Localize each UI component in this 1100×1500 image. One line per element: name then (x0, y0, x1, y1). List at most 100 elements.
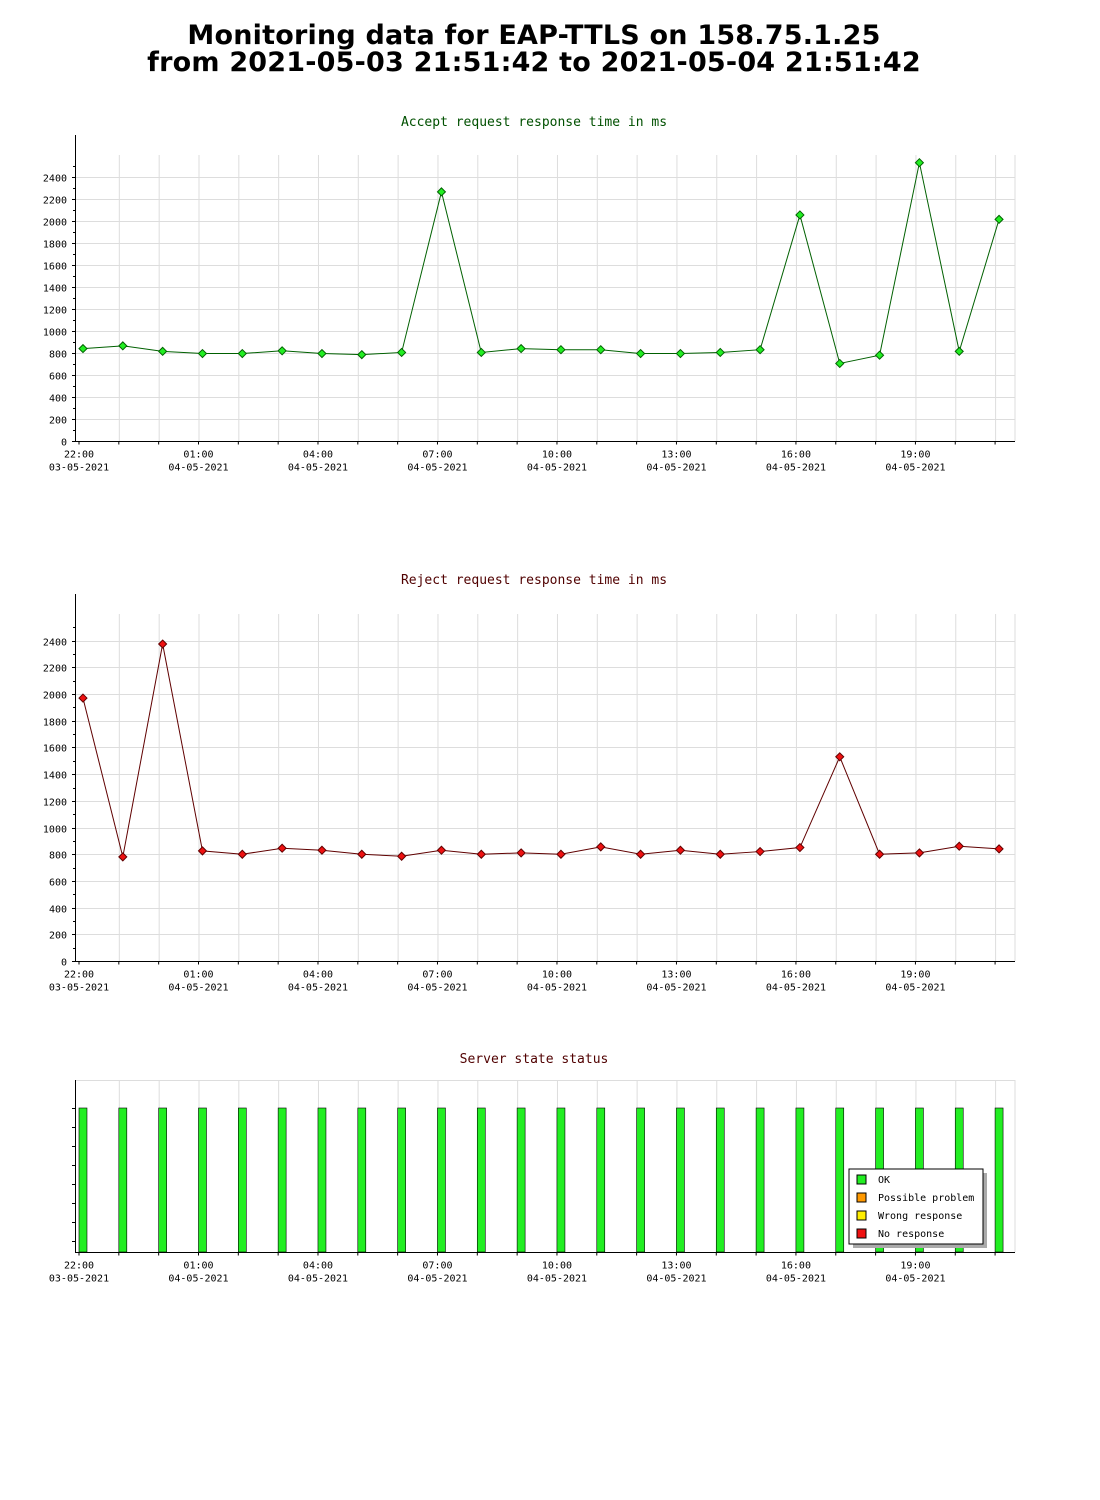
status-bar (78, 1107, 88, 1253)
reject-data-point (197, 846, 208, 856)
accept-data-point (357, 349, 367, 360)
accept-data-point (596, 344, 606, 355)
accept-y-tick-label: 200 (49, 416, 67, 427)
accept-x-tick-date: 04-05-2021 (407, 463, 467, 474)
accept-data-point (78, 343, 88, 354)
status-x-tick-date: 03-05-2021 (49, 1274, 109, 1285)
accept-x-tick-time: 10:00 (542, 450, 572, 461)
status-bar (357, 1107, 367, 1253)
status-x-tick-date: 04-05-2021 (646, 1274, 706, 1285)
accept-data-point (755, 344, 765, 355)
legend-label: Possible problem (878, 1193, 974, 1204)
reject-y-tick-label: 1200 (43, 798, 67, 809)
accept-y-tick-label: 800 (49, 350, 67, 361)
status-bar (596, 1107, 606, 1253)
status-bar (198, 1107, 207, 1253)
accept-data-point (237, 348, 248, 359)
accept-series-line (82, 162, 1000, 365)
status-bar (277, 1107, 287, 1253)
accept-y-tick-label: 1000 (43, 328, 67, 339)
accept-data-point (396, 347, 407, 358)
reject-x-tick-time: 10:00 (542, 970, 572, 981)
status-x-tick-time: 10:00 (542, 1261, 572, 1272)
status-bar (397, 1107, 406, 1253)
reject-x-tick-date: 04-05-2021 (288, 983, 348, 994)
reject-y-tick-label: 2000 (43, 691, 67, 702)
status-chart-title: Server state status (460, 1052, 609, 1067)
reject-y-tick-label: 1800 (43, 718, 67, 729)
accept-data-point (835, 358, 845, 369)
reject-x-tick-date: 03-05-2021 (49, 983, 109, 994)
legend-label: Wrong response (878, 1211, 962, 1222)
accept-x-tick-date: 04-05-2021 (168, 463, 228, 474)
status-bar (835, 1107, 845, 1253)
status-bar (437, 1107, 446, 1253)
accept-data-point (556, 344, 566, 355)
accept-x-tick-date: 04-05-2021 (885, 463, 945, 474)
accept-data-point (118, 341, 128, 351)
reject-x-tick-time: 04:00 (303, 970, 333, 981)
reject-data-point (436, 845, 447, 855)
status-bar (715, 1107, 725, 1253)
accept-data-point (954, 346, 964, 357)
reject-data-point (556, 849, 566, 859)
reject-data-point (874, 849, 885, 859)
reject-data-point (994, 844, 1004, 854)
status-x-tick-date: 04-05-2021 (288, 1274, 348, 1285)
status-x-tick-time: 19:00 (900, 1261, 930, 1272)
reject-x-tick-time: 01:00 (183, 970, 213, 981)
reject-data-point (715, 849, 725, 859)
accept-y-tick-label: 1800 (43, 240, 67, 251)
accept-x-tick-date: 04-05-2021 (527, 463, 587, 474)
accept-y-tick-label: 600 (49, 372, 67, 383)
reject-data-point (277, 843, 287, 853)
reject-data-point (237, 849, 248, 859)
reject-data-point (396, 851, 407, 861)
reject-data-point (914, 848, 925, 858)
status-bar (317, 1107, 327, 1253)
legend-swatch (856, 1210, 867, 1221)
legend-swatch (856, 1174, 867, 1185)
status-bar (795, 1107, 805, 1253)
accept-data-point (994, 214, 1004, 225)
reject-y-tick-label: 1600 (43, 744, 67, 755)
legend-box (848, 1168, 984, 1245)
status-x-tick-date: 04-05-2021 (766, 1274, 826, 1285)
accept-data-point (874, 350, 885, 360)
status-x-tick-date: 04-05-2021 (407, 1274, 467, 1285)
accept-data-point (197, 348, 208, 359)
reject-data-point (317, 845, 327, 855)
reject-x-tick-date: 04-05-2021 (766, 983, 826, 994)
reject-chart-title: Reject request response time in ms (401, 573, 667, 588)
accept-y-tick-label: 2400 (43, 174, 67, 185)
accept-x-tick-date: 03-05-2021 (49, 463, 109, 474)
reject-x-tick-date: 04-05-2021 (527, 983, 587, 994)
accept-x-tick-time: 16:00 (781, 450, 811, 461)
accept-x-tick-time: 04:00 (303, 450, 333, 461)
accept-x-tick-time: 13:00 (661, 450, 691, 461)
accept-y-tick-label: 1600 (43, 262, 67, 273)
status-x-tick-date: 04-05-2021 (885, 1274, 945, 1285)
accept-data-point (157, 346, 168, 357)
status-bar (516, 1107, 526, 1253)
accept-y-tick-label: 400 (49, 394, 67, 405)
status-bar (676, 1107, 685, 1253)
accept-x-tick-time: 19:00 (900, 450, 930, 461)
reject-data-point (118, 852, 128, 862)
legend-label: No response (878, 1229, 944, 1240)
accept-y-tick-label: 2200 (43, 196, 67, 207)
accept-data-point (635, 348, 646, 359)
accept-data-point (795, 210, 805, 220)
accept-chart: Accept request response time in ms 0 200 40… (43, 115, 1016, 474)
accept-x-tick-date: 04-05-2021 (288, 463, 348, 474)
reject-data-point (476, 849, 486, 859)
status-bar (636, 1107, 645, 1253)
accept-data-point (675, 348, 686, 359)
reject-y-tick-label: 0 (61, 958, 67, 969)
reject-y-tick-label: 400 (49, 905, 67, 916)
status-bar (994, 1107, 1004, 1253)
reject-data-point (835, 752, 845, 762)
legend-swatch (856, 1228, 867, 1239)
page-title: Monitoring data for EAP-TTLS on 158.75.1… (0, 22, 1068, 76)
